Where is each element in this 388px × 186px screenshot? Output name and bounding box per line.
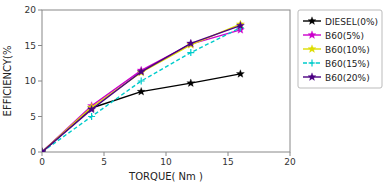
series-line — [42, 74, 240, 152]
point-marker — [187, 79, 195, 87]
y-tick-label: 15 — [25, 41, 36, 51]
y-tick — [38, 45, 42, 46]
x-tick-label: 10 — [160, 157, 172, 167]
legend-label: B60(5%) — [325, 31, 364, 41]
legend-box — [298, 10, 382, 88]
x-tick-label: 0 — [39, 157, 45, 167]
x-tick-label: 20 — [284, 157, 296, 167]
y-tick-label: 20 — [25, 5, 37, 15]
point-marker — [187, 49, 194, 56]
legend-marker — [308, 73, 316, 81]
legend-label: B60(15%) — [325, 59, 370, 69]
x-tick — [42, 152, 43, 156]
plot-frame — [42, 10, 290, 152]
legend-marker — [308, 17, 316, 25]
point-marker — [236, 21, 244, 29]
x-tick — [290, 152, 291, 156]
legend-marker — [309, 60, 316, 67]
series-line — [42, 30, 240, 152]
x-tick-label: 15 — [222, 157, 233, 167]
x-tick — [104, 152, 105, 156]
y-tick-label: 5 — [30, 112, 36, 122]
background — [0, 0, 388, 186]
point-marker — [88, 113, 95, 120]
legend-label: B60(10%) — [325, 45, 370, 55]
point-marker — [88, 105, 96, 113]
series-line — [42, 24, 240, 152]
x-tick — [166, 152, 167, 156]
y-tick-label: 10 — [25, 76, 37, 86]
y-tick-label: 0 — [30, 147, 36, 157]
series-line — [42, 28, 240, 152]
y-tick — [38, 116, 42, 117]
chart: 0 5 10 15 20 0 5 10 15 20 TORQUE( Nm ) EFFICIENCY(%… — [0, 0, 388, 186]
y-tick — [38, 81, 42, 82]
point-marker — [137, 68, 145, 76]
x-tick-label: 5 — [101, 157, 107, 167]
legend-marker — [308, 45, 316, 53]
legend-label: DIESEL(0%) — [325, 17, 378, 27]
series-line — [42, 26, 240, 152]
x-tick — [228, 152, 229, 156]
point-marker — [137, 87, 145, 95]
point-marker — [236, 70, 244, 78]
legend: DIESEL(0%) B60(5%) B60(10%) B60(15%) B60(20%… — [298, 10, 382, 88]
point-marker — [42, 148, 46, 152]
point-marker — [187, 39, 195, 47]
point-marker — [138, 78, 145, 85]
legend-label: B60(20%) — [325, 73, 370, 83]
y-tick — [38, 10, 42, 11]
plot-area — [42, 20, 244, 152]
y-tick — [38, 152, 42, 153]
x-axis-label: TORQUE( Nm ) — [128, 171, 203, 182]
y-axis-label: EFFICIENCY(% — [2, 46, 13, 117]
legend-marker — [308, 31, 316, 39]
